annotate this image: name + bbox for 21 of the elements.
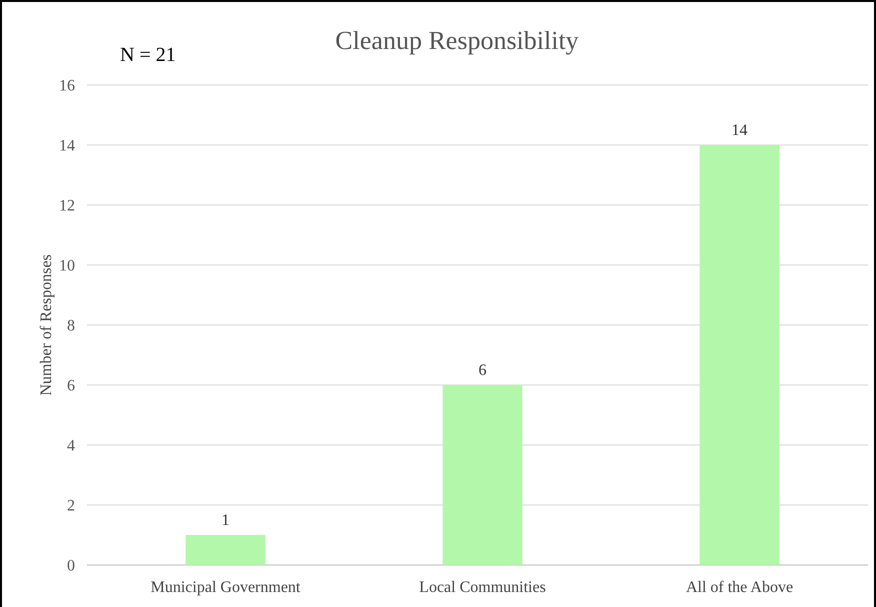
y-tick-label: 2 <box>67 498 75 515</box>
text: N = 21 <box>120 44 176 66</box>
chart-title: Cleanup Responsibility <box>335 26 579 55</box>
y-tick-label: 10 <box>59 258 75 275</box>
y-tick-label: 4 <box>67 438 75 455</box>
bar <box>442 385 522 565</box>
y-tick-label: 12 <box>59 198 75 215</box>
x-tick-label: Local Communities <box>419 579 546 596</box>
data-label: 14 <box>732 122 748 139</box>
y-tick-label: 16 <box>59 78 75 95</box>
y-axis-title: Number of Responses <box>38 254 55 396</box>
bar <box>700 145 780 565</box>
data-label: 6 <box>478 362 486 379</box>
bar <box>186 535 266 565</box>
y-tick-label: 8 <box>67 318 75 335</box>
x-tick-label: All of the Above <box>686 579 794 596</box>
y-tick-label: 0 <box>67 558 75 575</box>
data-label: 1 <box>222 512 230 529</box>
y-tick-label: 6 <box>67 378 75 395</box>
y-tick-label: 14 <box>59 138 75 155</box>
x-tick-label: Municipal Government <box>150 579 301 596</box>
